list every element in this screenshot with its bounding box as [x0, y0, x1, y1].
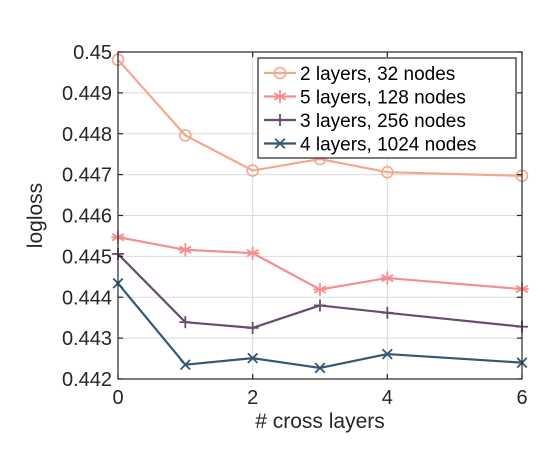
legend-label: 2 layers, 32 nodes — [300, 64, 455, 85]
x-tick-label: 6 — [516, 387, 527, 409]
y-tick-label: 0.449 — [62, 83, 112, 105]
asterisk-marker — [273, 89, 287, 104]
legend-entry: 4 layers, 1024 nodes — [264, 135, 476, 156]
asterisk-marker — [313, 282, 327, 297]
legend-entry: 2 layers, 32 nodes — [264, 64, 455, 85]
legend-box — [257, 57, 517, 159]
ticks: 0 2 4 6 0.442 0.443 0.444 0.445 0.446 0.447 0.448 0… — [62, 42, 528, 409]
series-2 — [111, 230, 529, 297]
legend-label: 5 layers, 128 nodes — [300, 88, 466, 109]
series-line — [117, 282, 523, 370]
x-axis-label: # cross layers — [255, 410, 385, 433]
y-tick-label: 0.444 — [62, 287, 112, 309]
x-marker — [314, 362, 326, 374]
asterisk-marker — [380, 271, 395, 285]
x-tick-label: 0 — [112, 387, 123, 409]
y-tick-label: 0.442 — [62, 369, 112, 391]
series-layer — [111, 53, 529, 374]
y-tick-label: 0.45 — [73, 42, 112, 64]
y-tick-label: 0.448 — [62, 124, 112, 146]
x-tick-label: 2 — [247, 387, 258, 409]
legend-label: 3 layers, 256 nodes — [300, 111, 466, 132]
legend-entry: 3 layers, 256 nodes — [264, 111, 466, 132]
series-line — [117, 253, 523, 330]
series-line — [117, 236, 523, 291]
plus-marker — [179, 316, 192, 329]
circle-marker — [273, 66, 287, 80]
y-axis-label: logloss — [24, 183, 47, 248]
y-tick-label: 0.446 — [62, 206, 112, 228]
x-marker — [381, 348, 393, 360]
plus-marker — [246, 321, 259, 334]
x-marker — [179, 359, 191, 371]
y-tick-label: 0.443 — [62, 328, 112, 350]
plus-marker — [274, 114, 286, 126]
x-marker — [274, 138, 286, 149]
circle-marker — [179, 129, 192, 142]
legend-entry: 5 layers, 128 nodes — [264, 88, 466, 109]
plus-marker — [314, 299, 326, 312]
legend-label: 4 layers, 1024 nodes — [300, 135, 476, 156]
plus-marker — [381, 306, 394, 319]
circle-marker — [381, 165, 394, 179]
circle-marker — [246, 164, 259, 177]
y-tick-label: 0.445 — [62, 246, 112, 268]
y-tick-label: 0.447 — [62, 165, 112, 187]
x-tick-label: 4 — [382, 387, 393, 409]
x-marker — [247, 352, 259, 364]
asterisk-marker — [178, 242, 193, 257]
asterisk-marker — [245, 246, 260, 261]
series-line — [117, 59, 523, 177]
